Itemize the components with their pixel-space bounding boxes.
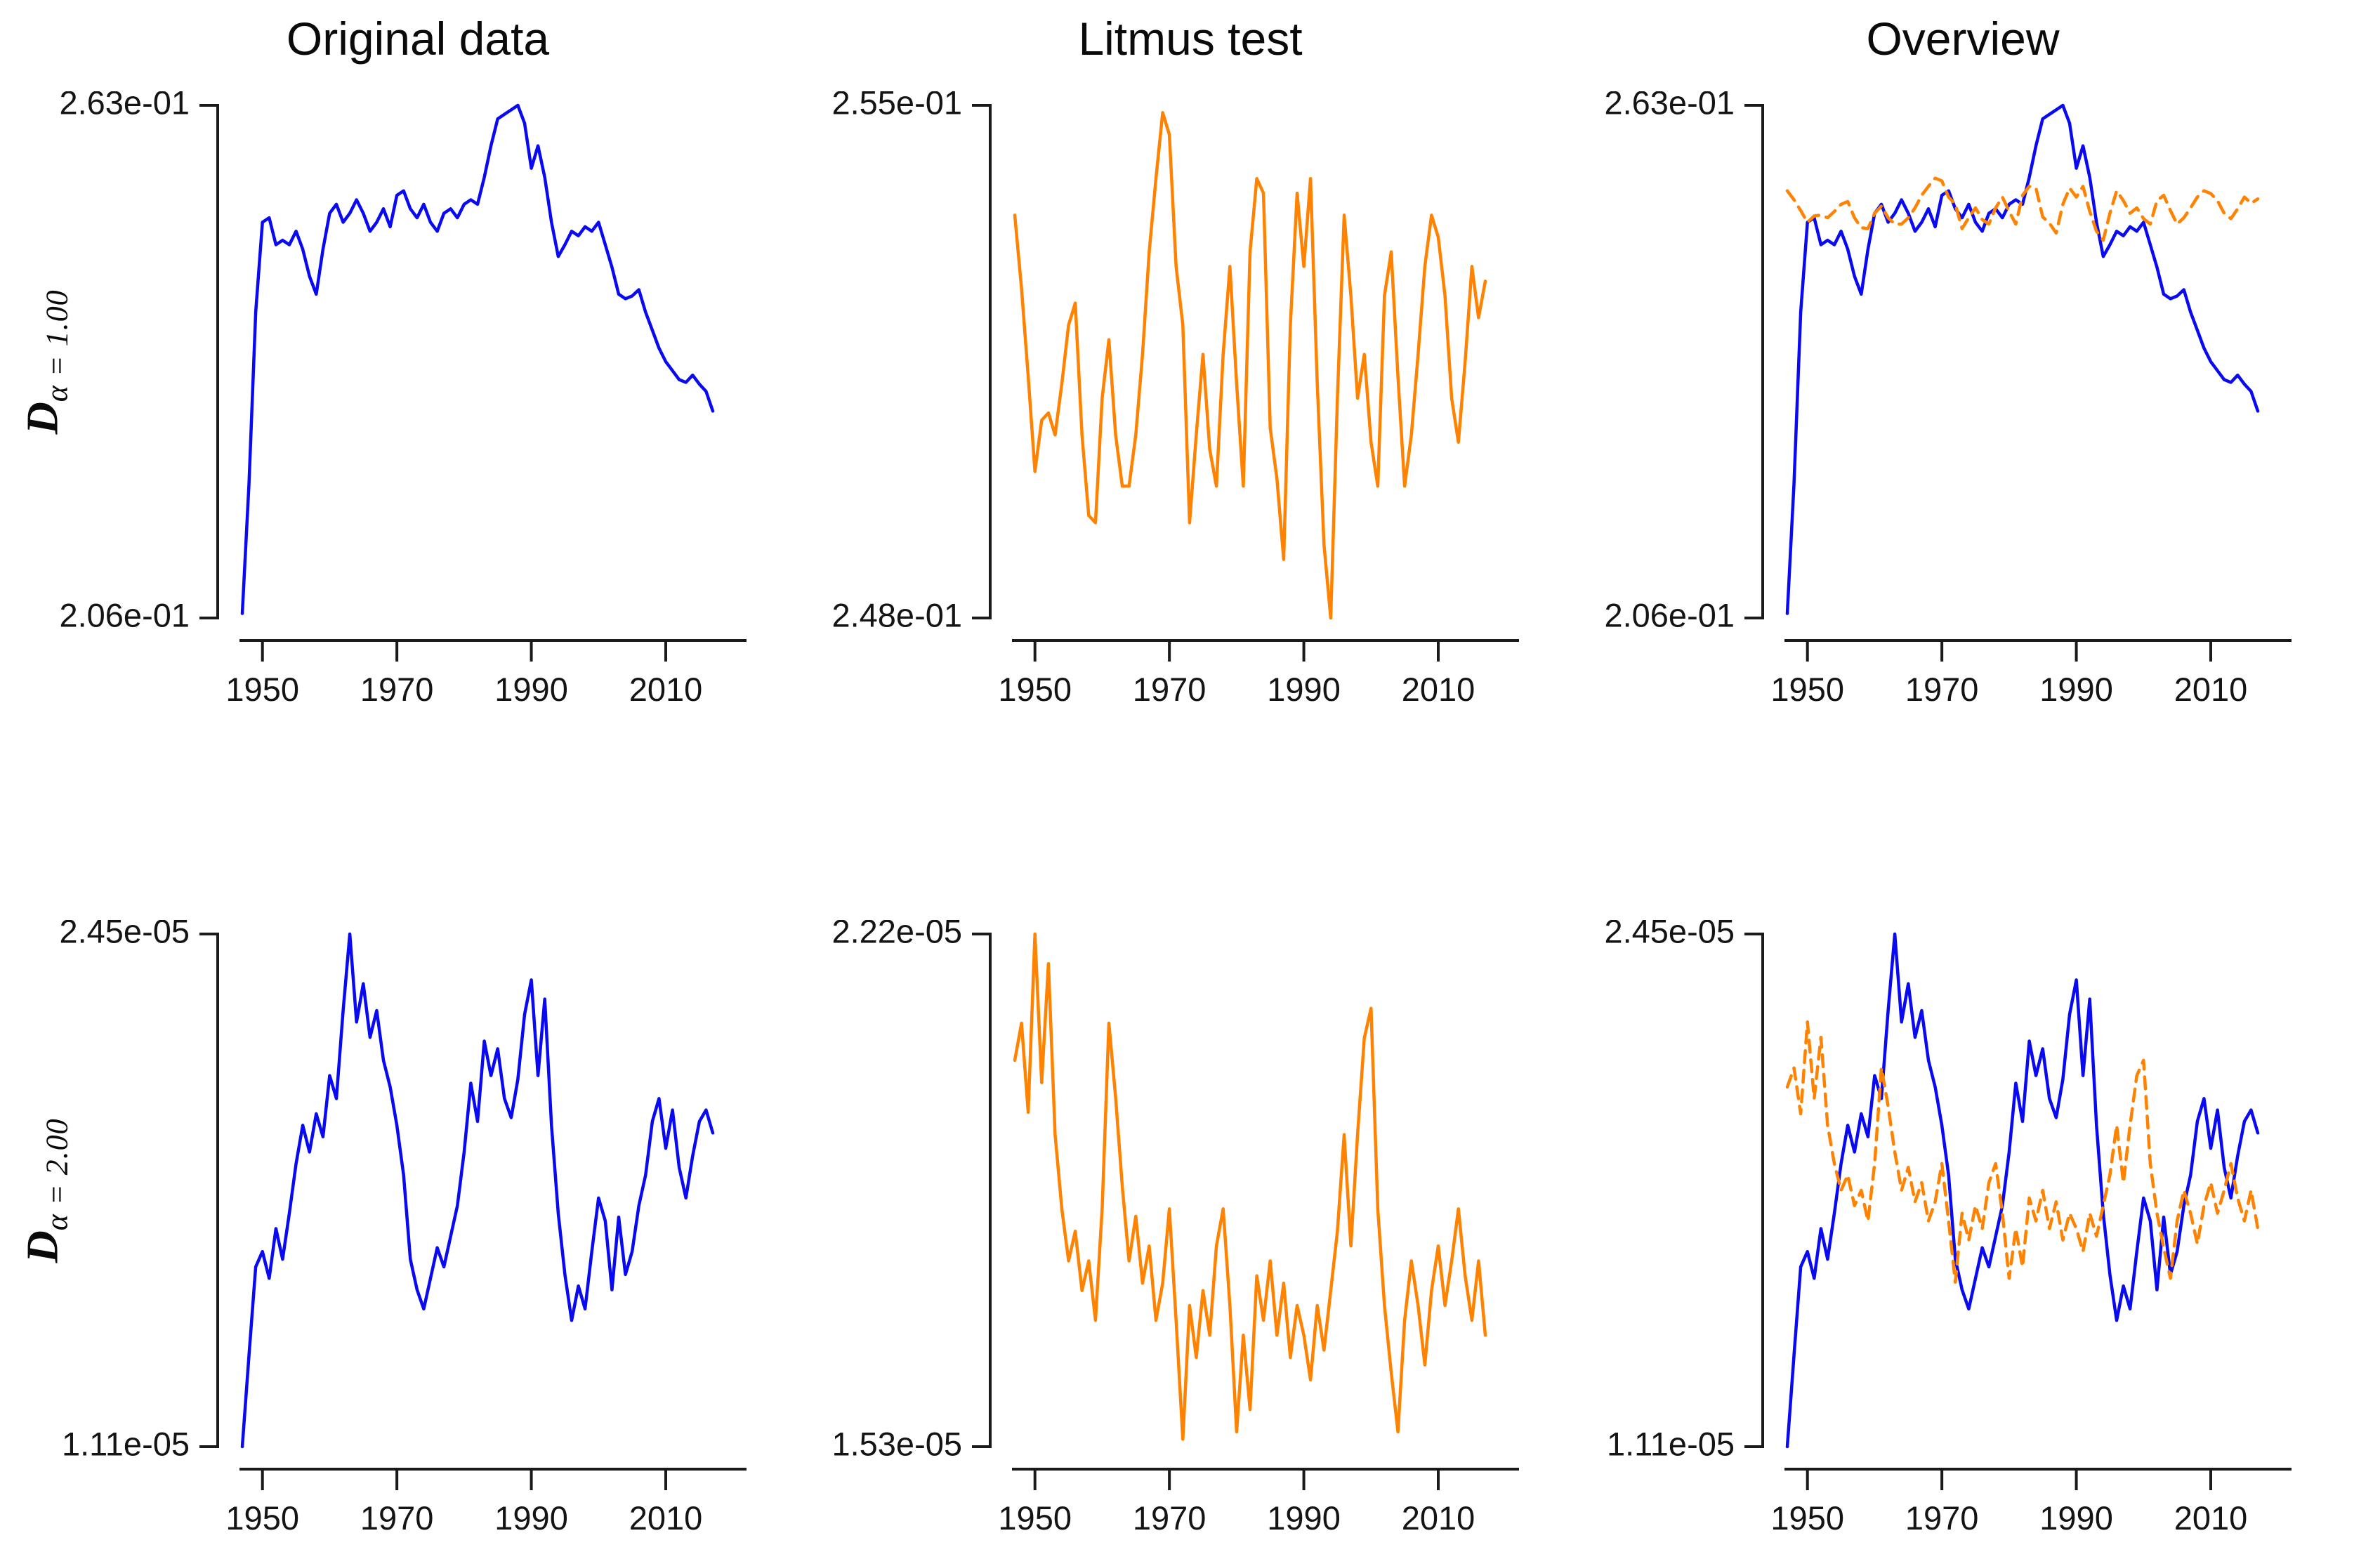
- y-axis: [1744, 933, 1764, 1448]
- x-tick-label-2010: 2010: [2174, 1499, 2248, 1537]
- y-min-tick-label: 1.11e-05: [62, 1425, 190, 1462]
- d1-original-original-line: [240, 103, 715, 615]
- d2-overview-original-line: [1785, 932, 2260, 1449]
- x-tick-label-1990: 1990: [1267, 671, 1341, 708]
- y-axis: [972, 104, 992, 619]
- x-tick-label-1990: 1990: [1267, 1499, 1341, 1537]
- y-axis: [199, 104, 219, 619]
- x-tick-label-2010: 2010: [1402, 671, 1475, 708]
- chart-d1-litmus: 2.55e-01 2.48e-01 1950 1970 1990 2010: [815, 91, 1566, 723]
- x-tick-label-1970: 1970: [1133, 671, 1207, 708]
- x-tick-label-2010: 2010: [629, 1499, 703, 1537]
- column-title-litmus-test: Litmus test: [1078, 13, 1303, 65]
- chart-d1-original-svg: 2.63e-01 2.06e-01 1950 1970 1990 2010: [59, 91, 747, 708]
- x-tick-label-1990: 1990: [2039, 671, 2113, 708]
- d2-original-original-line: [240, 932, 715, 1449]
- y-min-tick-label: 2.06e-01: [59, 596, 190, 633]
- y-max-tick-label: 2.45e-05: [59, 920, 190, 949]
- y-min-tick-label: 2.06e-01: [1604, 596, 1735, 633]
- d1-overview-litmus-line: [1785, 176, 2260, 242]
- y-max-tick-label: 2.45e-05: [1604, 920, 1735, 949]
- x-tick-label-1950: 1950: [1770, 671, 1844, 708]
- x-tick-label-1950: 1950: [225, 671, 299, 708]
- y-axis: [199, 933, 219, 1448]
- chart-d1-overview-svg: 2.63e-01 2.06e-01 1950 1970 1990 2010: [1604, 91, 2292, 708]
- x-tick-label-1990: 1990: [494, 1499, 568, 1537]
- y-max-tick-label: 2.63e-01: [59, 91, 190, 121]
- x-tick-label-1970: 1970: [1905, 671, 1979, 708]
- chart-d1-original: 2.63e-01 2.06e-01 1950 1970 1990 2010: [42, 91, 794, 723]
- x-axis: [239, 1468, 747, 1490]
- x-tick-label-2010: 2010: [1402, 1499, 1475, 1537]
- chart-d2-litmus: 2.22e-05 1.53e-05 1950 1970 1990 2010: [815, 920, 1566, 1552]
- x-tick-label-1970: 1970: [1133, 1499, 1207, 1537]
- x-tick-label-1950: 1950: [225, 1499, 299, 1537]
- x-tick-label-1990: 1990: [494, 671, 568, 708]
- x-tick-label-2010: 2010: [2174, 671, 2248, 708]
- y-axis: [972, 933, 992, 1448]
- x-axis: [1784, 1468, 2292, 1490]
- d2-litmus-litmus-line: [1013, 932, 1487, 1441]
- d2-overview-litmus-line: [1785, 1020, 2260, 1284]
- x-axis: [1012, 639, 1519, 662]
- x-tick-label-1970: 1970: [1905, 1499, 1979, 1537]
- x-tick-label-1950: 1950: [998, 671, 1072, 708]
- x-tick-label-1990: 1990: [2039, 1499, 2113, 1537]
- x-axis: [1012, 1468, 1519, 1490]
- d1-overview-original-line: [1785, 103, 2260, 615]
- column-title-overview: Overview: [1866, 13, 2060, 65]
- x-axis: [239, 639, 747, 662]
- x-tick-label-2010: 2010: [629, 671, 703, 708]
- x-axis: [1784, 639, 2292, 662]
- y-max-tick-label: 2.55e-01: [831, 91, 962, 121]
- x-tick-label-1950: 1950: [1770, 1499, 1844, 1537]
- chart-d1-overview: 2.63e-01 2.06e-01 1950 1970 1990 2010: [1587, 91, 2339, 723]
- y-max-tick-label: 2.63e-01: [1604, 91, 1735, 121]
- y-min-tick-label: 1.11e-05: [1607, 1425, 1735, 1462]
- chart-d2-overview: 2.45e-05 1.11e-05 1950 1970 1990 2010: [1587, 920, 2339, 1552]
- x-tick-label-1950: 1950: [998, 1499, 1072, 1537]
- y-min-tick-label: 2.48e-01: [831, 596, 962, 633]
- x-tick-label-1970: 1970: [360, 1499, 434, 1537]
- y-max-tick-label: 2.22e-05: [831, 920, 962, 949]
- d1-litmus-litmus-line: [1013, 111, 1487, 620]
- chart-d2-original-svg: 2.45e-05 1.11e-05 1950 1970 1990 2010: [59, 920, 747, 1537]
- column-title-original-data: Original data: [286, 13, 550, 65]
- chart-d1-litmus-svg: 2.55e-01 2.48e-01 1950 1970 1990 2010: [831, 91, 1519, 708]
- chart-d2-original: 2.45e-05 1.11e-05 1950 1970 1990 2010: [42, 920, 794, 1552]
- chart-d2-overview-svg: 2.45e-05 1.11e-05 1950 1970 1990 2010: [1604, 920, 2292, 1537]
- chart-d2-litmus-svg: 2.22e-05 1.53e-05 1950 1970 1990 2010: [831, 920, 1519, 1537]
- y-min-tick-label: 1.53e-05: [831, 1425, 962, 1462]
- y-axis: [1744, 104, 1764, 619]
- x-tick-label-1970: 1970: [360, 671, 434, 708]
